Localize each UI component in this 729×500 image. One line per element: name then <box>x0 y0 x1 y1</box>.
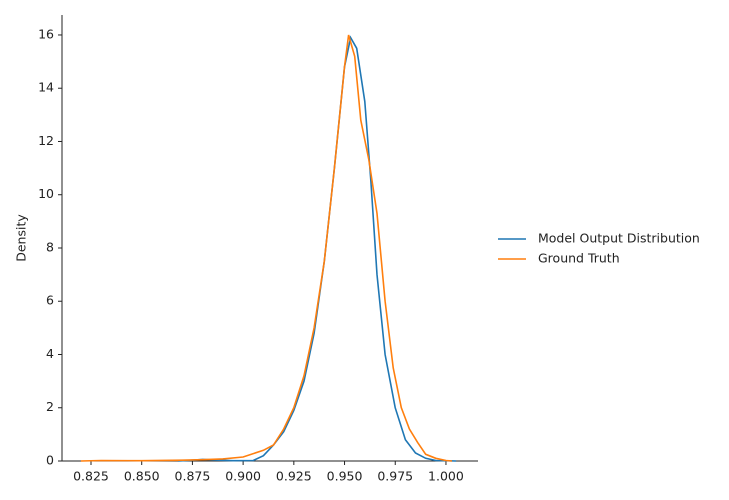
x-tick-label: 0.925 <box>276 469 312 484</box>
x-tick-label: 0.825 <box>73 469 109 484</box>
y-tick-label: 0 <box>46 453 54 468</box>
y-tick-label: 14 <box>38 80 54 95</box>
density-line <box>80 34 453 462</box>
y-tick-label: 12 <box>38 133 54 148</box>
y-axis-label: Density <box>14 214 29 262</box>
y-tick-label: 16 <box>38 26 54 41</box>
density-line <box>178 35 457 462</box>
x-tick-label: 0.975 <box>377 469 413 484</box>
x-tick-label: 0.950 <box>327 469 363 484</box>
y-tick-label: 6 <box>46 293 54 308</box>
legend-label: Model Output Distribution <box>538 231 700 246</box>
x-tick-label: 0.900 <box>225 469 261 484</box>
y-tick-label: 2 <box>46 399 54 414</box>
legend-label: Ground Truth <box>538 251 620 266</box>
y-tick-label: 4 <box>46 346 54 361</box>
y-tick-label: 10 <box>38 186 54 201</box>
x-tick-label: 0.850 <box>124 469 160 484</box>
x-tick-label: 1.000 <box>428 469 464 484</box>
x-tick-label: 0.875 <box>175 469 211 484</box>
y-tick-label: 8 <box>46 239 54 254</box>
